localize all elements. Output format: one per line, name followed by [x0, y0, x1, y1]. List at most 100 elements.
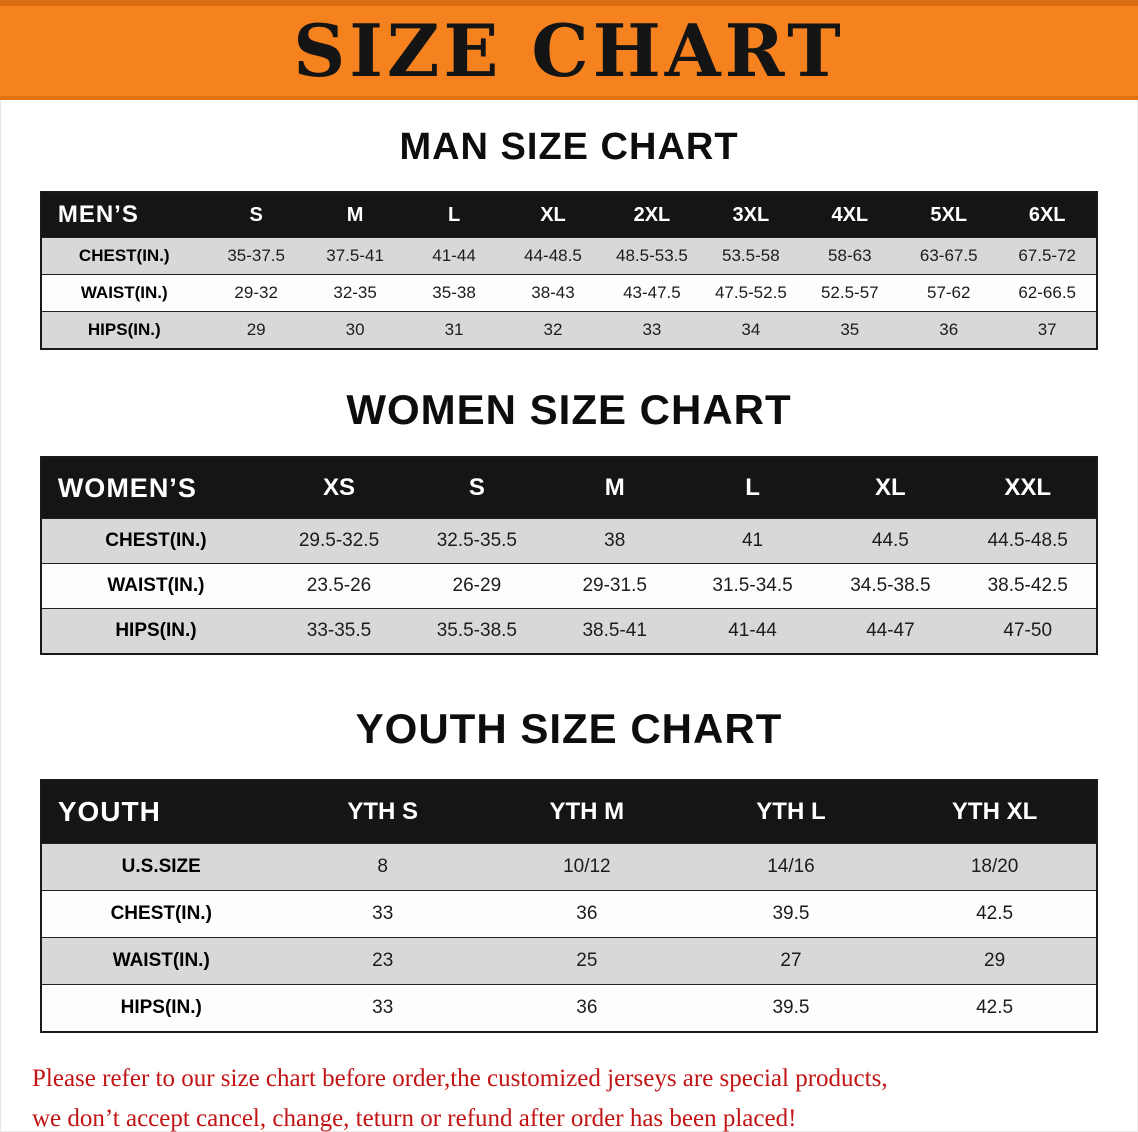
size-value-cell: 39.5: [688, 890, 894, 938]
measurement-row: WAIST(IN.) 23.5-26 26-29 29-31.5 31.5-34.5 34…: [40, 563, 1098, 609]
size-value-cell: 29: [206, 311, 306, 349]
measurement-row: U.S.SIZE 8 10/12 14/16 18/20: [40, 843, 1098, 891]
size-value-cell: 39.5: [688, 984, 894, 1032]
size-column-header: YTH L: [688, 780, 894, 844]
size-column-header: XL: [821, 457, 960, 519]
size-column-header: M: [545, 457, 684, 519]
men-size-table: MEN’S S M L XL 2XL 3XL 4XL 5XL 6XL CHEST(IN.) 35-37…: [39, 191, 1099, 350]
size-value-cell: 33: [280, 890, 485, 938]
size-value-cell: 44.5: [821, 518, 960, 564]
size-value-cell: 27: [688, 937, 894, 985]
size-value-cell: 41-44: [683, 608, 822, 654]
size-column-header: XS: [270, 457, 408, 519]
size-value-cell: 35: [800, 311, 900, 349]
size-value-cell: 33-35.5: [270, 608, 408, 654]
page-title: SIZE CHART: [293, 8, 845, 93]
size-value-cell: 32.5-35.5: [407, 518, 546, 564]
size-value-cell: 29-31.5: [545, 563, 684, 609]
size-value-cell: 33: [602, 311, 702, 349]
size-value-cell: 31: [404, 311, 504, 349]
header-row: YOUTH YTH S YTH M YTH L YTH XL: [40, 780, 1098, 844]
youth-chart-heading: YOUTH SIZE CHART: [355, 705, 783, 752]
size-value-cell: 44-47: [821, 608, 960, 654]
size-value-cell: 25: [484, 937, 689, 985]
measurement-row: CHEST(IN.) 35-37.5 37.5-41 41-44 44-48.5 48.5…: [40, 237, 1098, 275]
size-column-header: YTH XL: [893, 780, 1098, 844]
size-column-header: L: [404, 192, 504, 238]
youth-size-chart-section: YOUTH SIZE CHART YOUTH YTH S YTH M YTH L YTH …: [0, 705, 1138, 1033]
size-value-cell: 32: [503, 311, 603, 349]
header-row: MEN’S S M L XL 2XL 3XL 4XL 5XL 6XL: [40, 192, 1098, 238]
size-value-cell: 34.5-38.5: [821, 563, 960, 609]
table-title-cell: YOUTH: [40, 780, 281, 844]
size-column-header: 6XL: [998, 192, 1098, 238]
size-value-cell: 23: [280, 937, 485, 985]
size-column-header: YTH S: [280, 780, 485, 844]
size-column-header: 4XL: [800, 192, 900, 238]
women-size-table: WOMEN’S XS S M L XL XXL CHEST(IN.) 29.5-32.5 32.5…: [39, 456, 1099, 655]
tables-container: MAN SIZE CHART MEN’S S M L XL 2XL 3XL 4XL 5XL 6XL C…: [0, 126, 1138, 1033]
size-value-cell: 34: [701, 311, 801, 349]
size-value-cell: 67.5-72: [998, 237, 1098, 275]
size-value-cell: 35.5-38.5: [407, 608, 546, 654]
size-column-header: 3XL: [701, 192, 801, 238]
row-label: HIPS(IN.): [40, 311, 207, 349]
row-label: WAIST(IN.): [40, 563, 271, 609]
size-value-cell: 48.5-53.5: [602, 237, 702, 275]
size-value-cell: 37.5-41: [305, 237, 405, 275]
size-column-header: XXL: [959, 457, 1098, 519]
row-label: U.S.SIZE: [40, 843, 281, 891]
size-column-header: XL: [503, 192, 603, 238]
size-value-cell: 43-47.5: [602, 274, 702, 312]
size-value-cell: 14/16: [688, 843, 894, 891]
measurement-row: CHEST(IN.) 29.5-32.5 32.5-35.5 38 41 44.5 44.5…: [40, 518, 1098, 564]
size-value-cell: 52.5-57: [800, 274, 900, 312]
size-value-cell: 38.5-42.5: [959, 563, 1098, 609]
size-value-cell: 38: [545, 518, 684, 564]
disclaimer-text: Please refer to our size chart before or…: [0, 1059, 1138, 1132]
size-value-cell: 41-44: [404, 237, 504, 275]
size-value-cell: 47.5-52.5: [701, 274, 801, 312]
size-column-header: S: [407, 457, 546, 519]
size-value-cell: 62-66.5: [998, 274, 1098, 312]
youth-size-table: YOUTH YTH S YTH M YTH L YTH XL U.S.SIZE 8 10/12…: [39, 779, 1099, 1033]
size-value-cell: 23.5-26: [270, 563, 408, 609]
size-value-cell: 18/20: [893, 843, 1098, 891]
size-value-cell: 29: [893, 937, 1098, 985]
size-value-cell: 35-37.5: [206, 237, 306, 275]
size-value-cell: 38.5-41: [545, 608, 684, 654]
size-value-cell: 36: [484, 890, 689, 938]
measurement-row: CHEST(IN.) 33 36 39.5 42.5: [40, 890, 1098, 938]
header-row: WOMEN’S XS S M L XL XXL: [40, 457, 1098, 519]
size-value-cell: 38-43: [503, 274, 603, 312]
measurement-row: HIPS(IN.) 33 36 39.5 42.5: [40, 984, 1098, 1032]
size-column-header: 2XL: [602, 192, 702, 238]
size-value-cell: 63-67.5: [899, 237, 999, 275]
row-label: HIPS(IN.): [40, 608, 271, 654]
size-value-cell: 30: [305, 311, 405, 349]
disclaimer-line-2: we don’t accept cancel, change, teturn o…: [32, 1105, 797, 1132]
row-label: CHEST(IN.): [40, 890, 281, 938]
size-value-cell: 44.5-48.5: [959, 518, 1098, 564]
size-value-cell: 10/12: [484, 843, 689, 891]
size-value-cell: 31.5-34.5: [683, 563, 822, 609]
size-value-cell: 42.5: [893, 890, 1098, 938]
size-value-cell: 36: [484, 984, 689, 1032]
measurement-row: HIPS(IN.) 33-35.5 35.5-38.5 38.5-41 41-44 44-…: [40, 608, 1098, 654]
size-value-cell: 58-63: [800, 237, 900, 275]
table-title-cell: WOMEN’S: [40, 457, 271, 519]
size-column-header: YTH M: [484, 780, 689, 844]
size-column-header: M: [305, 192, 405, 238]
size-column-header: S: [206, 192, 306, 238]
size-value-cell: 42.5: [893, 984, 1098, 1032]
size-value-cell: 35-38: [404, 274, 504, 312]
disclaimer-line-1: Please refer to our size chart before or…: [32, 1065, 888, 1092]
row-label: HIPS(IN.): [40, 984, 281, 1032]
size-value-cell: 33: [280, 984, 485, 1032]
size-value-cell: 32-35: [305, 274, 405, 312]
measurement-row: HIPS(IN.) 29 30 31 32 33 34 35 36 37: [40, 311, 1098, 349]
row-label: CHEST(IN.): [40, 237, 207, 275]
size-value-cell: 44-48.5: [503, 237, 603, 275]
row-label: WAIST(IN.): [40, 937, 281, 985]
